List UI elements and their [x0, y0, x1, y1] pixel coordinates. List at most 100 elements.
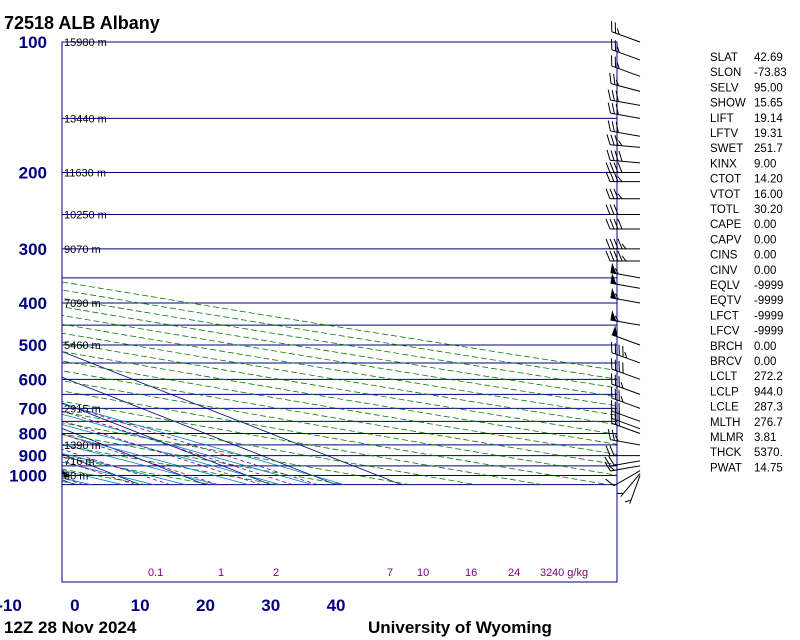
wind-barb-feather — [609, 72, 612, 84]
wind-barb-shaft — [611, 334, 641, 346]
index-value: 0.00 — [754, 219, 776, 231]
wind-barb — [610, 310, 641, 326]
index-value: 14.20 — [754, 174, 783, 186]
index-value: -9999 — [754, 326, 783, 338]
index-name: LCLT — [710, 371, 737, 383]
pressure-tick-label: 200 — [19, 163, 47, 182]
wind-barb — [605, 188, 640, 200]
wind-barb — [610, 55, 641, 77]
moist-adiabat — [62, 424, 281, 486]
chart-title: 72518 ALB Albany — [4, 13, 160, 33]
wind-barb — [605, 470, 641, 487]
wind-barb-shaft — [629, 475, 641, 504]
index-value: -9999 — [754, 310, 783, 322]
index-name: SELV — [710, 82, 739, 94]
index-name: KINX — [710, 158, 737, 170]
wind-barb — [606, 134, 641, 148]
wind-barb-feather — [613, 188, 619, 199]
wind-barb-shaft — [611, 65, 641, 77]
wind-barb-feather — [605, 445, 611, 456]
index-name: SLAT — [710, 52, 738, 64]
height-label: 9070 m — [64, 244, 101, 256]
index-name: EQTV — [710, 295, 742, 307]
index-value: 251.7 — [754, 143, 783, 155]
pressure-tick-label: 900 — [19, 447, 47, 466]
wind-barb-feather — [607, 429, 611, 440]
wind-barb — [610, 358, 641, 380]
wind-barb — [605, 162, 640, 173]
wind-barb-feather — [605, 188, 611, 199]
index-value: 15.65 — [754, 98, 783, 110]
wind-barb-feather — [605, 218, 611, 230]
axes: 1002003004005006007008009001000-40-30-20… — [0, 33, 346, 615]
index-name: TOTL — [710, 204, 740, 216]
index-value: 0.00 — [754, 265, 776, 277]
wind-barb-feather — [609, 218, 615, 230]
wind-barb-feather — [604, 456, 611, 467]
wind-barb-feather — [621, 255, 627, 262]
pressure-tick-label: 300 — [19, 240, 47, 259]
index-name: LIFT — [710, 113, 734, 125]
wind-barb-feather — [617, 193, 623, 200]
height-label: 15980 m — [64, 37, 107, 49]
temperature-tick-label: 0 — [70, 596, 79, 615]
index-value: -9999 — [754, 280, 783, 292]
index-name: SHOW — [710, 98, 746, 110]
wind-barb — [605, 445, 640, 457]
moist-adiabat — [62, 434, 249, 486]
wind-barb-feather — [613, 250, 619, 262]
wind-barb-feather — [605, 250, 611, 262]
wind-barb — [610, 38, 641, 61]
wind-barb-feather — [616, 46, 620, 53]
pressure-tick-label: 800 — [19, 424, 47, 443]
wind-barb-feather — [617, 250, 623, 262]
temperature-tick-label: 30 — [261, 596, 280, 615]
pressure-tick-label: 500 — [19, 336, 47, 355]
wind-barb-shaft — [611, 368, 641, 380]
mixing-ratio-label: 40 g/kg — [552, 567, 588, 579]
wind-barb — [611, 325, 641, 346]
index-value: 287.3 — [754, 402, 783, 414]
mixing-ratio-label: 0.1 — [148, 567, 163, 579]
wind-barb-feather — [607, 120, 611, 132]
mixing-ratio-line — [62, 433, 219, 486]
wind-barb-feather — [607, 102, 611, 114]
dry-adiabat — [62, 306, 617, 398]
wind-barb-shaft — [610, 112, 641, 119]
dry-adiabat — [62, 297, 617, 389]
wind-barb — [610, 20, 641, 43]
wind-barb-feather — [604, 461, 611, 472]
dry-adiabat — [62, 351, 617, 445]
height-label: 5460 m — [64, 340, 101, 352]
index-name: SLON — [710, 67, 741, 79]
wind-barb — [605, 204, 640, 216]
wind-barb-shaft — [610, 460, 641, 467]
index-value: 0.00 — [754, 356, 776, 368]
wind-barbs — [604, 20, 641, 504]
moist-adiabat — [62, 413, 313, 486]
wind-barb — [605, 238, 640, 250]
wind-barb-feather — [614, 134, 619, 146]
index-value: 276.7 — [754, 417, 783, 429]
index-name: LFTV — [710, 128, 738, 140]
mixing-ratio-label: 7 — [387, 567, 393, 579]
wind-barb — [605, 218, 640, 230]
wind-barb — [609, 72, 641, 92]
wind-barb-shaft — [610, 83, 641, 92]
index-value: 14.75 — [754, 462, 783, 474]
wind-barb-feather — [609, 238, 615, 250]
wind-barb-shaft — [611, 49, 641, 61]
wind-barb — [606, 149, 641, 164]
footer-credit: University of Wyoming — [368, 618, 552, 637]
wind-barb-feather — [605, 478, 615, 487]
pressure-tick-label: 1000 — [9, 467, 47, 486]
wind-barb-pennant — [610, 262, 617, 274]
wind-barb-shaft — [610, 130, 641, 137]
wind-barb — [610, 387, 641, 409]
wind-barb-feather — [609, 445, 615, 456]
index-name: PWAT — [710, 462, 742, 474]
index-value: 272.2 — [754, 371, 783, 383]
stability-indices: SLAT 42.69 SLON -73.83 SELV 95.00 SHOW 15.65 LIF… — [710, 52, 787, 474]
pressure-tick-label: 400 — [19, 294, 47, 313]
